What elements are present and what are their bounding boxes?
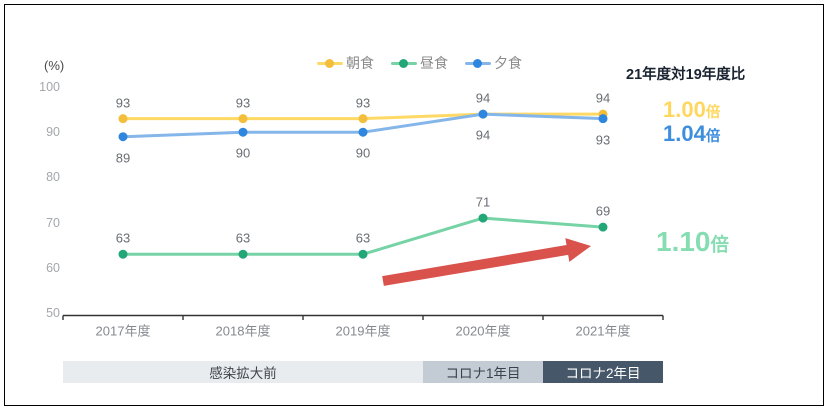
y-axis-unit-label: (%) <box>44 58 65 73</box>
legend-label-breakfast: 朝食 <box>346 55 374 71</box>
y-axis-tick-label: 90 <box>46 125 60 140</box>
breakfast-point <box>238 114 248 124</box>
breakfast-data-label: 94 <box>475 90 491 106</box>
lunch-point <box>238 249 248 259</box>
legend-item-dinner: 夕食 <box>465 53 522 73</box>
timeline-band-covid-year2: コロナ2年目 <box>543 361 663 383</box>
x-axis-tick-label: 2018年度 <box>215 323 271 339</box>
dinner-legend-marker-icon <box>465 58 491 68</box>
chart-legend: 朝食 昼食 夕食 <box>317 53 522 73</box>
dinner-point <box>118 132 128 142</box>
legend-label-dinner: 夕食 <box>494 55 522 71</box>
dinner-data-label: 90 <box>355 145 371 161</box>
dinner-data-label: 89 <box>115 150 131 166</box>
lunch-legend-marker-icon <box>391 58 417 68</box>
y-axis-tick-label: 80 <box>46 170 60 185</box>
lunch-data-label: 63 <box>355 230 371 246</box>
increase-arrow <box>382 238 591 286</box>
breakfast-data-label: 94 <box>595 90 611 106</box>
dinner-data-label: 93 <box>595 132 611 148</box>
legend-item-lunch: 昼食 <box>391 53 448 73</box>
dinner-point <box>238 127 248 137</box>
timeline-band-covid-year1: コロナ1年目 <box>423 361 543 383</box>
legend-label-lunch: 昼食 <box>420 55 448 71</box>
dinner-data-label: 94 <box>475 127 491 143</box>
lunch-data-label: 71 <box>475 194 491 210</box>
lunch-point <box>118 249 128 259</box>
lunch-data-label: 63 <box>115 230 131 246</box>
legend-item-breakfast: 朝食 <box>317 53 374 73</box>
x-axis-tick-label: 2017年度 <box>95 323 151 339</box>
y-axis-tick-label: 50 <box>46 306 60 320</box>
lunch-point <box>598 222 608 232</box>
lunch-ratio: 1.10倍 <box>656 226 729 257</box>
dinner-point <box>598 114 608 124</box>
x-axis-tick-label: 2019年度 <box>335 323 391 339</box>
breakfast-ratio: 1.00倍 <box>663 97 721 122</box>
breakfast-point <box>118 114 128 124</box>
dinner-data-label: 90 <box>235 145 251 161</box>
lunch-data-label: 63 <box>235 230 251 246</box>
y-axis-tick-label: 70 <box>46 215 60 230</box>
x-axis-tick-label: 2021年度 <box>575 323 631 339</box>
breakfast-legend-marker-icon <box>317 58 343 68</box>
dinner-point <box>478 109 488 119</box>
lunch-point <box>478 213 488 223</box>
x-axis-tick-label: 2020年度 <box>455 323 511 339</box>
y-axis-tick-label: 60 <box>46 260 60 275</box>
breakfast-data-label: 93 <box>115 95 131 111</box>
y-axis-tick-label: 100 <box>39 80 60 94</box>
ratio-panel-title: 21年度対19年度比 <box>626 67 746 83</box>
breakfast-data-label: 93 <box>355 95 371 111</box>
lunch-data-label: 69 <box>595 203 611 219</box>
timeline-band-pre-pandemic: 感染拡大前 <box>63 361 423 383</box>
lunch-point <box>358 249 368 259</box>
dinner-ratio: 1.04倍 <box>663 121 721 146</box>
breakfast-point <box>358 114 368 124</box>
breakfast-data-label: 93 <box>235 95 251 111</box>
dinner-point <box>358 127 368 137</box>
